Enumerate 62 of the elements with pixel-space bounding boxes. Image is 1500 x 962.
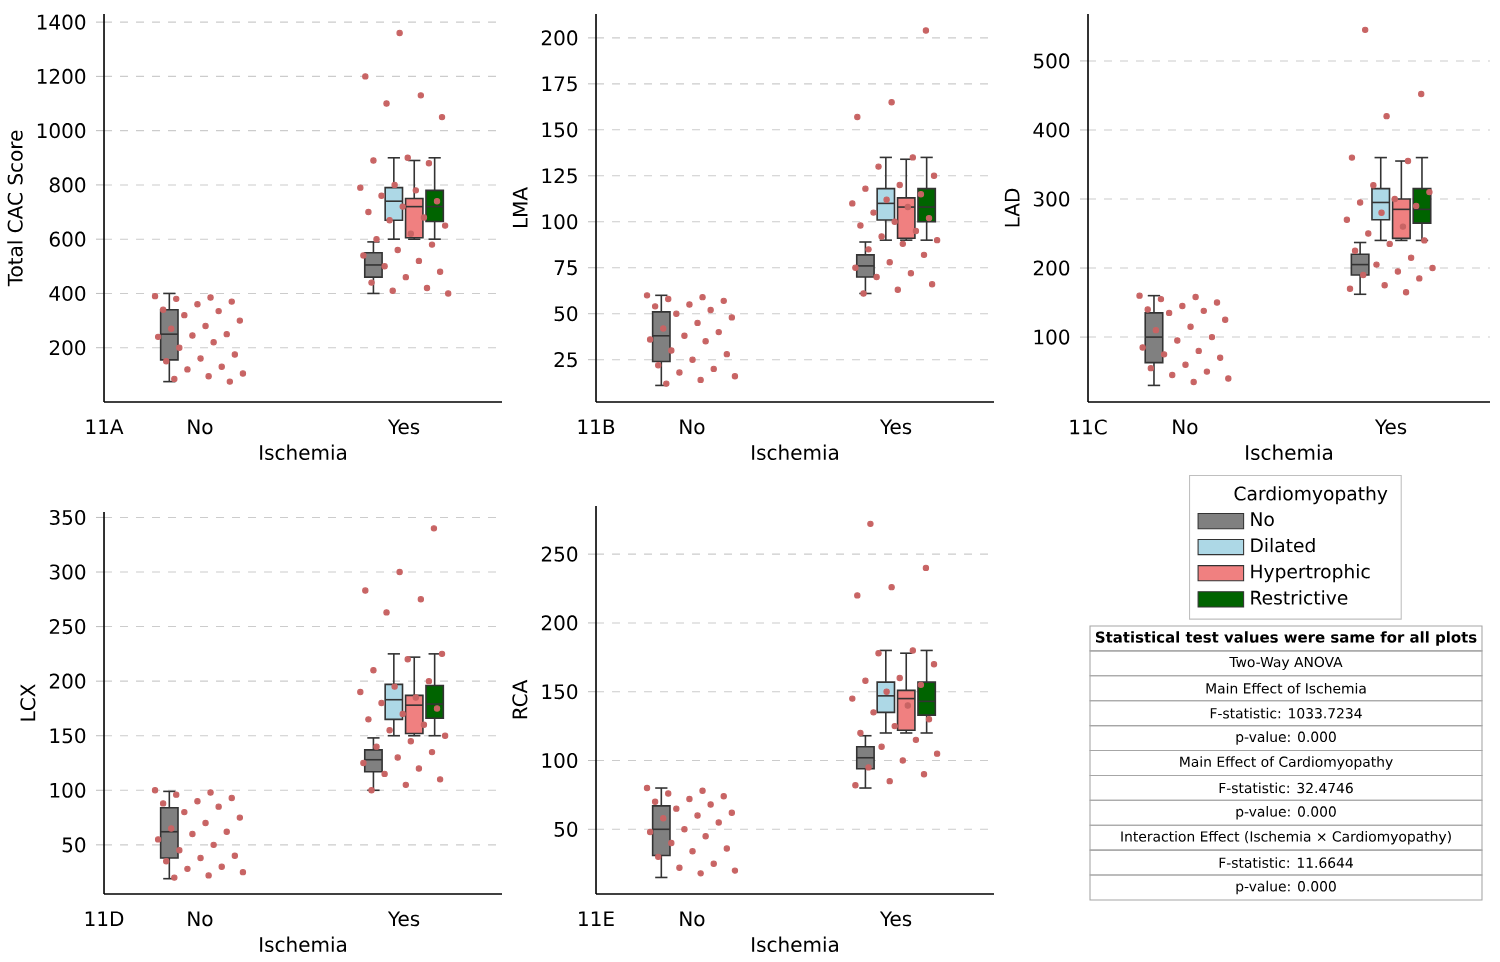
x-tick-label: Yes <box>387 911 420 927</box>
y-tick-label: 1000 <box>37 123 86 139</box>
y-tick-label: 200 <box>541 615 578 631</box>
y-axis-title: LCX <box>20 684 36 721</box>
legend-label: No <box>1251 512 1274 527</box>
y-tick-label: 250 <box>49 619 86 635</box>
y-tick-label: 300 <box>1033 191 1070 207</box>
x-tick-label: No <box>680 419 705 435</box>
x-axis-title: Ischemia <box>752 444 839 461</box>
y-tick-label: 300 <box>49 564 86 580</box>
y-tick-label: 50 <box>554 821 578 837</box>
legend-label: Dilated <box>1251 537 1315 553</box>
y-tick-label: 25 <box>554 352 577 368</box>
text: 11A <box>86 419 124 434</box>
y-tick-label: 150 <box>542 684 578 700</box>
y-axis-title: RCA <box>512 679 528 719</box>
x-tick-label: Yes <box>879 911 912 927</box>
y-tick-label: 50 <box>62 837 86 853</box>
x-tick-label: No <box>188 911 213 927</box>
x-tick-label: No <box>1173 419 1198 435</box>
x-axis-title: Ischemia <box>260 936 347 953</box>
y-axis-title: LAD <box>1004 188 1020 227</box>
legend-title: Cardiomyopathy <box>1234 486 1388 505</box>
y-tick-label: 350 <box>49 509 86 526</box>
y-tick-label: 100 <box>1034 329 1070 345</box>
y-tick-label: 100 <box>542 214 578 230</box>
x-tick-label: Yes <box>879 419 912 435</box>
y-tick-label: 200 <box>49 340 86 356</box>
y-tick-label: 175 <box>542 76 577 92</box>
x-tick-label: Yes <box>1374 419 1407 435</box>
legend-label: Hypertrophic <box>1251 564 1370 583</box>
x-axis-title: Ischemia <box>752 936 838 953</box>
y-tick-label: 100 <box>542 752 578 769</box>
text: 11D <box>85 911 124 926</box>
y-tick-label: 200 <box>1033 260 1070 276</box>
y-tick-label: 200 <box>541 30 578 46</box>
y-axis-title: Total CAC Score <box>7 130 23 287</box>
text: 11B <box>578 419 615 434</box>
y-tick-label: 100 <box>50 782 86 798</box>
y-tick-label: 150 <box>50 728 86 744</box>
text: 11C <box>1070 419 1107 435</box>
y-tick-label: 400 <box>49 285 86 302</box>
y-tick-label: 600 <box>49 231 86 247</box>
y-tick-label: 250 <box>541 546 578 562</box>
x-axis-title: Ischemia <box>1246 444 1332 461</box>
y-tick-label: 800 <box>49 177 86 193</box>
x-tick-label: No <box>680 911 705 927</box>
y-axis-title: LMA <box>512 187 528 228</box>
y-tick-label: 200 <box>49 673 86 689</box>
x-tick-label: No <box>188 419 213 435</box>
y-tick-label: 1400 <box>37 14 86 30</box>
y-tick-label: 75 <box>554 260 577 276</box>
y-tick-label: 125 <box>542 168 577 184</box>
legend-label: Restrictive <box>1251 590 1348 605</box>
text: 11E <box>579 911 614 926</box>
x-axis-title: Ischemia <box>260 444 347 461</box>
y-tick-label: 400 <box>1033 122 1070 138</box>
x-tick-label: Yes <box>387 419 420 435</box>
y-tick-label: 150 <box>542 122 578 138</box>
y-tick-label: 50 <box>554 306 578 322</box>
y-tick-label: 500 <box>1033 53 1070 69</box>
y-tick-label: 1200 <box>37 68 86 84</box>
